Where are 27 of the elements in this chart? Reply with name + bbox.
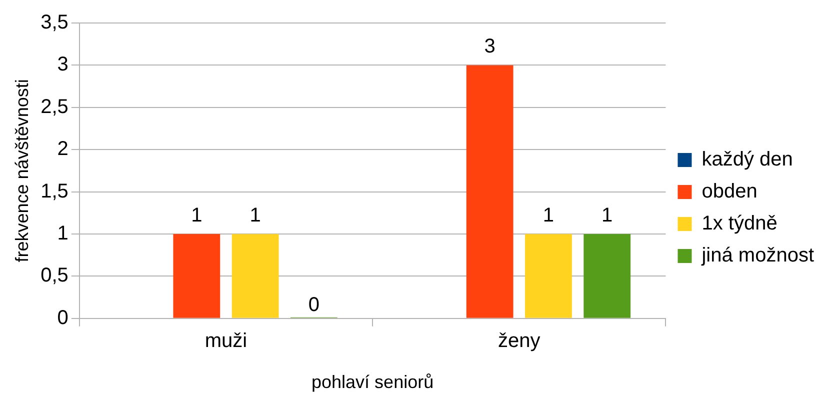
x-axis-title: pohlaví seniorů <box>312 372 434 392</box>
data-label: 1 <box>542 204 554 227</box>
bar <box>466 65 514 318</box>
legend-label: 1x týdně <box>702 212 778 235</box>
data-label: 1 <box>602 204 613 227</box>
y-tick-label: 2,5 <box>40 96 68 118</box>
data-label: 3 <box>484 36 496 58</box>
legend-label: každý den <box>702 148 793 171</box>
legend-label: obden <box>702 180 758 203</box>
y-tick-label: 0,5 <box>40 264 68 287</box>
y-tick-label: 3 <box>57 54 68 76</box>
y-tick-label: 0 <box>57 306 68 329</box>
y-tick-label: 2 <box>57 138 68 160</box>
x-tick-label: ženy <box>498 330 540 352</box>
bar <box>525 234 572 318</box>
bar <box>173 234 220 318</box>
data-label: 1 <box>250 204 261 227</box>
x-tick-label: muži <box>204 330 248 352</box>
y-tick-label: 3,5 <box>40 12 68 34</box>
bar <box>584 234 631 318</box>
data-label: 1 <box>191 204 202 227</box>
y-tick-label: 1 <box>57 222 68 245</box>
y-axis-title: frekvence návštěvnosti <box>12 79 32 262</box>
y-tick-label: 1,5 <box>40 180 68 202</box>
bar <box>232 234 279 318</box>
data-label: 0 <box>308 294 320 316</box>
legend-label: jiná možnost <box>700 244 814 267</box>
